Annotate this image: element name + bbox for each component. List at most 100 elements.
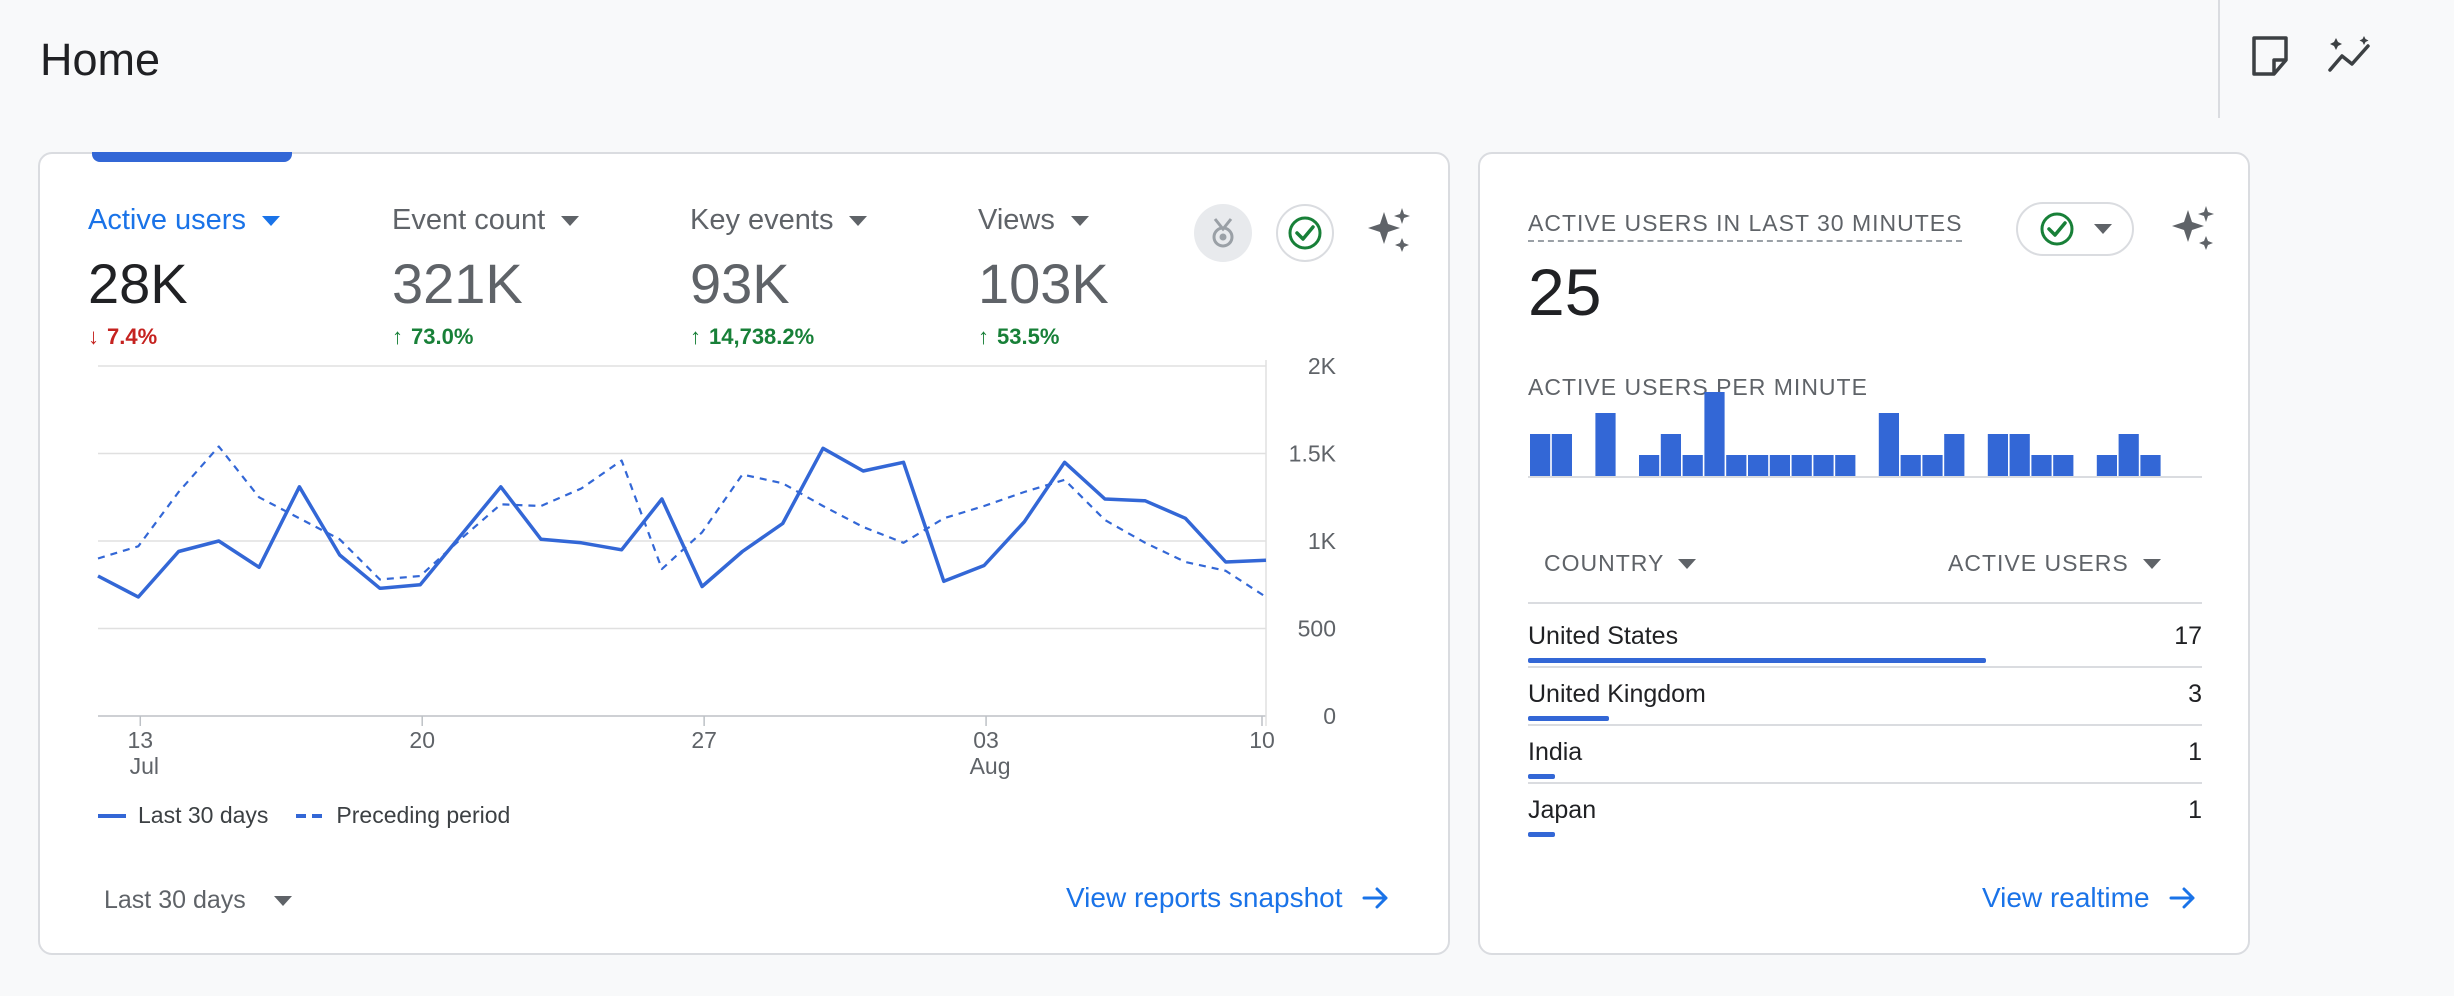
- realtime-title[interactable]: ACTIVE USERS IN LAST 30 MINUTES: [1528, 210, 1963, 242]
- check-circle-icon: [2040, 212, 2074, 246]
- x-tick-month-label: Jul: [130, 753, 159, 779]
- metric-key-events[interactable]: Key events 93K ↑ 14,738.2%: [690, 204, 868, 350]
- metric-change-text: 53.5%: [997, 324, 1060, 349]
- metric-value: 103K: [978, 252, 1109, 315]
- active-tab-indicator: [92, 152, 292, 162]
- per-minute-bar: [2096, 455, 2117, 476]
- per-minute-bar: [1660, 434, 1681, 476]
- metric-label-text: Event count: [392, 204, 546, 236]
- country-users: 1: [2188, 738, 2202, 766]
- series-line-preceding-period: [97, 445, 1267, 598]
- table-row[interactable]: India 1: [1528, 726, 2202, 784]
- country-users: 17: [2174, 622, 2202, 650]
- chart-legend: Last 30 days Preceding period: [98, 802, 510, 829]
- country-column-header[interactable]: COUNTRY: [1544, 550, 1697, 577]
- metric-change: ↑ 53.5%: [978, 324, 1109, 350]
- caret-down-icon: [849, 215, 868, 226]
- sparkle-insights-icon[interactable]: [1360, 202, 1418, 260]
- link-label: View realtime: [1982, 882, 2150, 913]
- country-name: United Kingdom: [1528, 680, 1706, 708]
- x-tick-label: 03: [973, 727, 999, 753]
- column-header-label: ACTIVE USERS: [1948, 550, 2129, 576]
- sparkle-insights-icon[interactable]: [2164, 200, 2222, 258]
- per-minute-bar: [1835, 455, 1856, 476]
- active-users-column-header[interactable]: ACTIVE USERS: [1948, 550, 2161, 577]
- legend-label: Last 30 days: [138, 802, 269, 828]
- per-minute-bar: [2009, 434, 2030, 476]
- share-bar: [1528, 832, 1555, 837]
- link-label: View reports snapshot: [1066, 882, 1343, 913]
- per-minute-bar: [1682, 455, 1703, 476]
- view-realtime-link[interactable]: View realtime: [1982, 882, 2198, 914]
- series-line-last-30-days: [97, 446, 1267, 599]
- per-minute-label: ACTIVE USERS PER MINUTE: [1528, 374, 1868, 400]
- notes-icon[interactable]: [2246, 32, 2294, 80]
- country-name: United States: [1528, 622, 1679, 650]
- table-row[interactable]: Japan 1: [1528, 784, 2202, 842]
- y-tick-label: 2K: [1308, 353, 1337, 379]
- metric-event-count[interactable]: Event count 321K ↑ 73.0%: [392, 204, 580, 350]
- per-minute-bar: [1878, 413, 1899, 476]
- per-minute-bar: [1922, 455, 1943, 476]
- share-bar: [1528, 658, 1987, 663]
- metric-value: 321K: [392, 252, 523, 315]
- metric-change-text: 7.4%: [107, 324, 158, 349]
- metric-value: 28K: [88, 252, 188, 315]
- legend-item-preceding-period: Preceding period: [296, 802, 510, 829]
- country-name: India: [1528, 738, 1583, 766]
- metric-label[interactable]: Active users: [88, 204, 280, 237]
- per-minute-bar: [2031, 455, 2052, 476]
- realtime-status-dropdown[interactable]: [2016, 202, 2134, 256]
- arrow-up-icon: ↑: [392, 324, 403, 349]
- legend-item-last-30-days: Last 30 days: [98, 802, 268, 829]
- metric-change: ↑ 73.0%: [392, 324, 579, 350]
- metric-change: ↑ 14,738.2%: [690, 324, 867, 350]
- table-row[interactable]: United Kingdom 3: [1528, 668, 2202, 726]
- caret-down-icon: [1678, 558, 1697, 569]
- table-divider: [1528, 782, 2202, 784]
- legend-dashed-swatch: [296, 813, 325, 818]
- per-minute-bar: [1551, 434, 1572, 476]
- per-minute-bar: [1530, 434, 1551, 476]
- data-quality-check-icon[interactable]: [1276, 204, 1334, 262]
- table-row[interactable]: United States 17: [1528, 610, 2202, 668]
- header-divider: [2218, 0, 2220, 118]
- per-minute-bar: [1769, 455, 1790, 476]
- x-tick-month-label: Aug: [970, 753, 1011, 779]
- metric-label[interactable]: Views: [978, 204, 1109, 237]
- date-range-dropdown[interactable]: Last 30 days: [104, 886, 292, 915]
- legend-solid-swatch: [98, 813, 126, 818]
- metric-value: 93K: [690, 252, 790, 315]
- metric-change-text: 14,738.2%: [709, 324, 815, 349]
- per-minute-bar: [1987, 434, 2008, 476]
- table-divider: [1528, 602, 2202, 604]
- view-reports-snapshot-link[interactable]: View reports snapshot: [1066, 882, 1391, 914]
- per-minute-bar: [1900, 455, 1921, 476]
- insights-icon[interactable]: [2326, 32, 2374, 80]
- metric-label[interactable]: Key events: [690, 204, 868, 237]
- x-tick-label: 27: [691, 727, 717, 753]
- per-minute-bar: [1748, 455, 1769, 476]
- per-minute-bar: [1791, 455, 1812, 476]
- realtime-value: 25: [1528, 255, 1602, 329]
- country-name: Japan: [1528, 796, 1597, 824]
- country-users: 1: [2188, 796, 2202, 824]
- realtime-card: ACTIVE USERS IN LAST 30 MINUTES 25 ACTIV…: [1478, 152, 2250, 955]
- achievement-badge-icon[interactable]: [1194, 204, 1252, 262]
- y-tick-label: 1.5K: [1289, 441, 1337, 467]
- y-tick-label: 500: [1298, 616, 1336, 642]
- page-title: Home: [40, 34, 161, 85]
- overview-card: Active users 28K ↓ 7.4% Event count 321K …: [38, 152, 1450, 955]
- per-minute-bar: [1944, 434, 1965, 476]
- per-minute-bar: [1595, 413, 1616, 476]
- metric-views[interactable]: Views 103K ↑ 53.5%: [978, 204, 1109, 350]
- per-minute-bar: [1639, 455, 1660, 476]
- metric-active-users[interactable]: Active users 28K ↓ 7.4%: [88, 204, 280, 350]
- metric-change-text: 73.0%: [411, 324, 474, 349]
- x-tick-label: 13: [127, 727, 153, 753]
- metric-change: ↓ 7.4%: [88, 324, 280, 350]
- metric-label[interactable]: Event count: [392, 204, 580, 237]
- legend-label: Preceding period: [336, 802, 511, 828]
- table-divider: [1528, 666, 2202, 668]
